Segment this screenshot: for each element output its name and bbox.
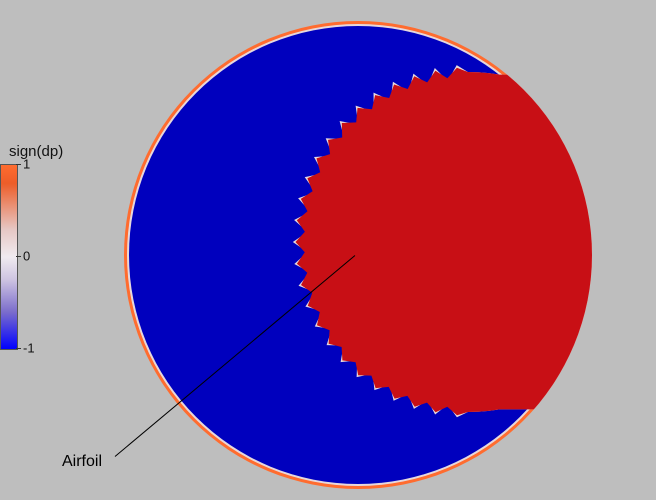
colorbar-tick-label: 0 [23, 249, 30, 264]
colorbar-tick-label: 1 [23, 157, 30, 172]
trailing-notch-top [552, 87, 622, 139]
colorbar [0, 164, 18, 350]
figure-stage: sign(dp) Airfoil 1 0 -1 [0, 0, 656, 500]
trailing-notch-bottom [550, 393, 620, 440]
colorbar-tick-mark [16, 164, 21, 165]
colorbar-tick-label: -1 [23, 341, 35, 356]
airfoil-annotation-label: Airfoil [62, 453, 102, 471]
colorbar-tick-mark [16, 256, 21, 257]
colorbar-title: sign(dp) [9, 143, 63, 160]
visualization-svg [0, 0, 656, 500]
colorbar-tick-mark [16, 348, 21, 349]
